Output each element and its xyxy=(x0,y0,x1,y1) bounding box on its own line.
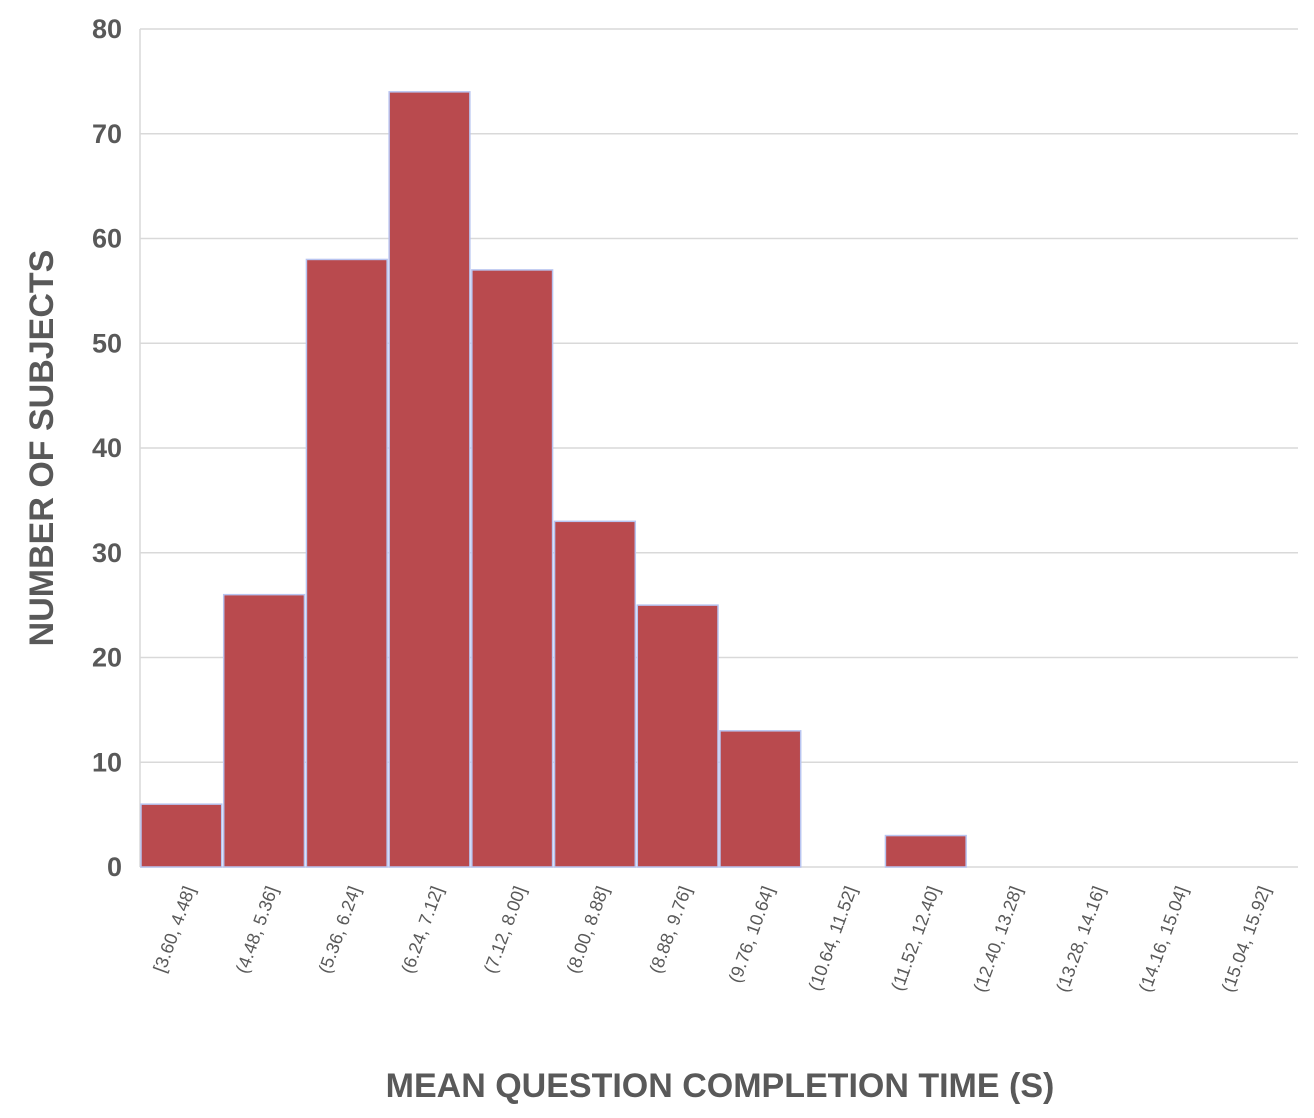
x-tick-label: (4.48, 5.36] xyxy=(232,884,282,976)
y-tick-label: 30 xyxy=(92,538,122,568)
x-tick-label: (10.64, 11.52] xyxy=(804,884,860,994)
x-tick-label: (11.52, 12.40] xyxy=(887,884,943,994)
histogram-bar xyxy=(553,520,637,868)
x-tick-label: (5.36, 6.24] xyxy=(315,884,365,976)
y-tick-label: 40 xyxy=(92,433,122,463)
y-tick-label: 20 xyxy=(92,643,122,673)
x-tick-label: [3.60, 4.48] xyxy=(150,884,200,975)
x-tick-label: (6.24, 7.12] xyxy=(397,884,447,976)
y-tick-label: 60 xyxy=(92,224,122,254)
y-tick-label: 50 xyxy=(92,328,122,358)
x-tick-label: (9.76, 10.64] xyxy=(725,884,778,986)
x-tick-label: (12.40, 13.28] xyxy=(969,884,1026,995)
histogram-bar xyxy=(636,604,719,868)
y-tick-label: 70 xyxy=(92,119,122,149)
y-axis-ticks: 0 10 20 30 40 50 60 70 80 xyxy=(92,14,122,882)
x-tick-label: (8.00, 8.88] xyxy=(563,884,613,976)
x-tick-label: (8.88, 9.76] xyxy=(645,884,695,976)
histogram-bar xyxy=(719,730,802,868)
x-tick-label: (15.04, 15.92] xyxy=(1218,884,1275,995)
x-tick-label: (13.28, 14.16] xyxy=(1052,884,1109,995)
bars xyxy=(140,91,967,868)
x-axis-title: MEAN QUESTION COMPLETION TIME (S) xyxy=(386,1067,1055,1105)
y-tick-label: 10 xyxy=(92,747,122,777)
y-tick-label: 80 xyxy=(92,14,122,44)
histogram-bar xyxy=(140,803,223,868)
histogram-bar xyxy=(388,91,471,868)
histogram-bar xyxy=(305,258,388,868)
y-tick-label: 0 xyxy=(107,852,122,882)
histogram-bar xyxy=(884,834,967,868)
x-tick-label: (7.12, 8.00] xyxy=(480,884,530,976)
histogram-bar xyxy=(471,269,554,868)
x-axis-ticks: [3.60, 4.48] (4.48, 5.36] (5.36, 6.24] (6.2… xyxy=(150,884,1275,995)
x-tick-label: (14.16, 15.04] xyxy=(1135,884,1192,995)
y-axis-title: NUMBER OF SUBJECTS xyxy=(23,250,61,647)
histogram-bar xyxy=(222,593,306,868)
